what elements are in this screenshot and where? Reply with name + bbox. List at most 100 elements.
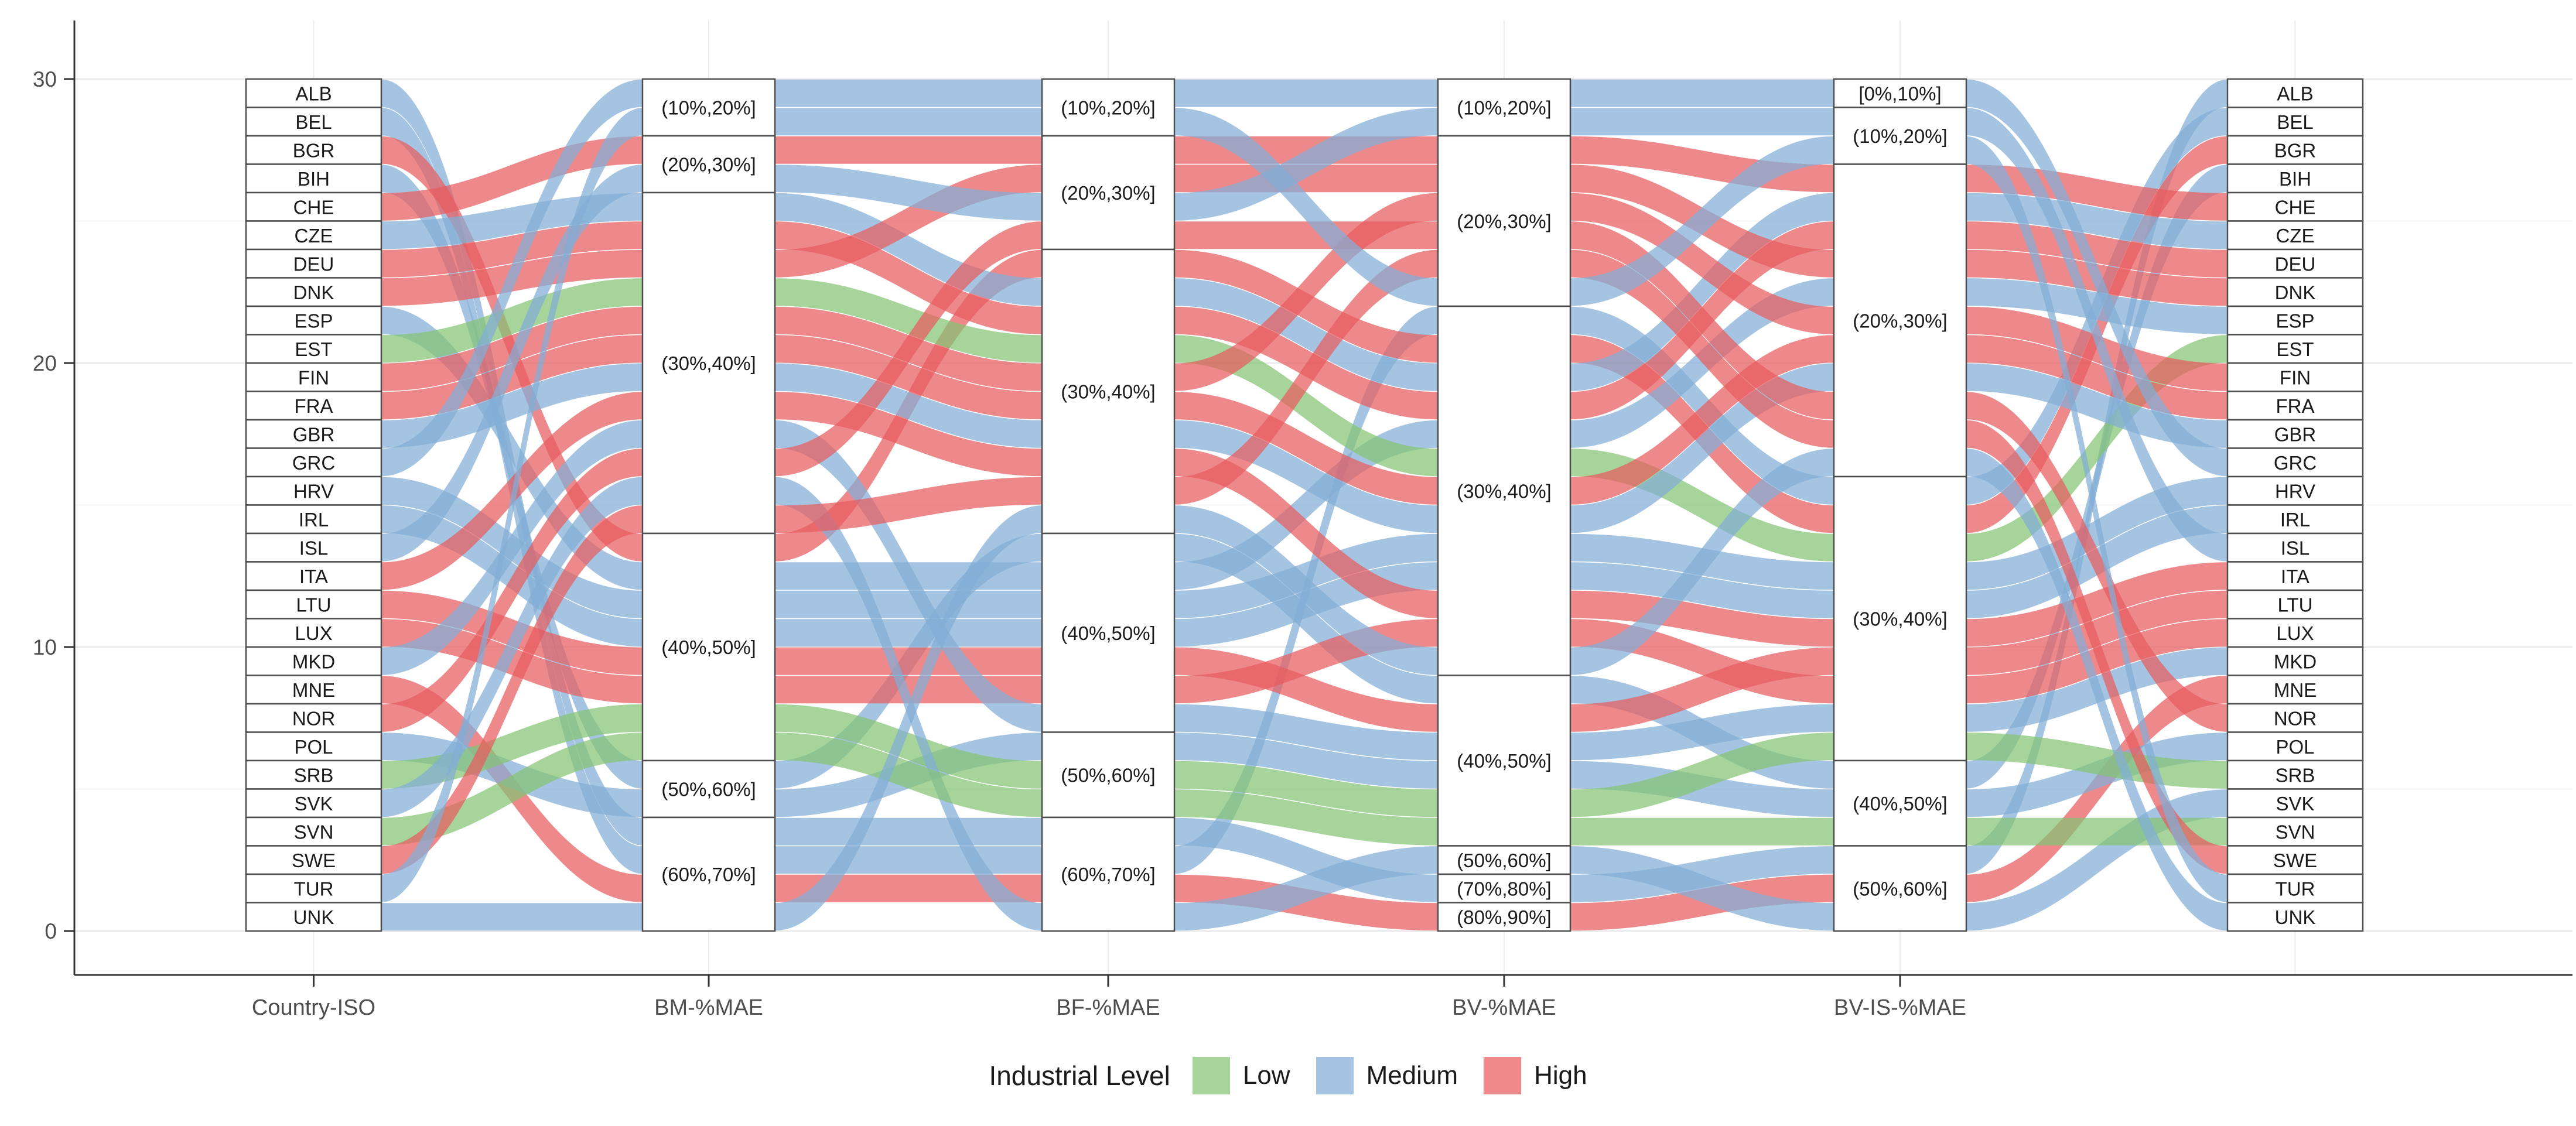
country-right-gbr-label: GBR bbox=[2274, 423, 2317, 445]
flow-grc-seg2 bbox=[1174, 79, 1438, 107]
y-tick-label-0: 0 bbox=[45, 919, 57, 943]
bf-bin-2-box bbox=[1041, 248, 1176, 535]
bvis-bin-0-label: [0%,10%] bbox=[1858, 83, 1941, 104]
strata: ALB ALB BEL BEL BGR BGR BIH BIH CHE CHE CZE CZE DEU D… bbox=[245, 78, 2364, 932]
legend-swatch-low bbox=[1192, 1057, 1230, 1094]
flow-bih-seg0 bbox=[381, 165, 643, 789]
country-right-grc-box bbox=[2226, 447, 2364, 478]
x-axis-label-2: BF-%MAE bbox=[1056, 995, 1160, 1020]
legend-label: Medium bbox=[1366, 1061, 1458, 1090]
country-left-che-box bbox=[245, 191, 382, 222]
country-right-ltu-label: LTU bbox=[2278, 594, 2313, 615]
country-right-irl-box bbox=[2226, 504, 2364, 535]
legend-swatch-medium bbox=[1316, 1057, 1354, 1094]
flow-isl-seg0 bbox=[381, 165, 643, 562]
country-right-esp-box bbox=[2226, 305, 2364, 336]
country-right-lux-box bbox=[2226, 618, 2364, 648]
bm-bin-2-label: (30%,40%] bbox=[661, 352, 756, 374]
country-right-esp-label: ESP bbox=[2276, 310, 2314, 331]
legend: Industrial Level Low Medium High bbox=[0, 1049, 2576, 1102]
country-left-bih-label: BIH bbox=[298, 168, 330, 190]
bv-bin-3-box bbox=[1437, 675, 1571, 847]
bm-bin-3-box bbox=[641, 532, 776, 762]
flow-che-seg0 bbox=[381, 136, 643, 221]
country-left-ltu-box bbox=[245, 589, 382, 620]
country-right-che-label: CHE bbox=[2275, 196, 2316, 218]
country-left-nor-label: NOR bbox=[292, 707, 335, 729]
country-left-lux-label: LUX bbox=[295, 622, 332, 644]
flow-isl-seg3 bbox=[1570, 108, 1834, 136]
bv-bin-4-box bbox=[1437, 845, 1571, 875]
bvis-bin-3-label: (30%,40%] bbox=[1853, 608, 1947, 630]
country-right-svn-box bbox=[2226, 816, 2364, 847]
country-left-pol-label: POL bbox=[294, 736, 333, 758]
legend-label: High bbox=[1534, 1061, 1587, 1090]
country-left-fin-label: FIN bbox=[298, 367, 329, 388]
bv-bin-3-label: (40%,50%] bbox=[1457, 750, 1551, 772]
flow-alb-seg0 bbox=[381, 79, 643, 846]
flow-est-seg1 bbox=[775, 278, 1042, 363]
flow-grc-seg1 bbox=[775, 79, 1042, 107]
country-left-gbr-label: GBR bbox=[293, 423, 335, 445]
country-left-srb-label: SRB bbox=[294, 764, 334, 786]
country-left-dnk-label: DNK bbox=[293, 282, 334, 303]
flow-isl-seg2 bbox=[1174, 108, 1438, 221]
country-left-est-box bbox=[245, 334, 382, 364]
bm-bin-2-box bbox=[641, 191, 776, 535]
country-left-gbr-box bbox=[245, 419, 382, 449]
flow-bih-seg4 bbox=[1966, 165, 2227, 789]
bvis-bin-2-box bbox=[1833, 163, 1967, 478]
flow-grc-seg0 bbox=[381, 79, 643, 477]
country-right-bel-label: BEL bbox=[2277, 111, 2313, 133]
country-right-bel-box bbox=[2226, 107, 2364, 137]
bm-bin-5-box bbox=[641, 816, 776, 932]
country-left-est-label: EST bbox=[295, 338, 332, 360]
flow-swe-seg1 bbox=[775, 477, 1042, 533]
bf-bin-5-label: (60%,70%] bbox=[1061, 864, 1155, 885]
flow-fra-seg2 bbox=[1174, 392, 1438, 505]
country-right-ita-label: ITA bbox=[2281, 566, 2309, 587]
country-right-cze-label: CZE bbox=[2276, 225, 2315, 247]
bm-bin-4-label: (50%,60%] bbox=[661, 779, 756, 800]
flow-bih-seg2 bbox=[1174, 533, 1438, 704]
country-right-bih-label: BIH bbox=[2279, 168, 2311, 190]
country-left-cze-label: CZE bbox=[295, 225, 333, 247]
flow-mne-seg2 bbox=[1174, 874, 1438, 931]
flow-cze-seg4 bbox=[1966, 193, 2227, 249]
bv-bin-5-label: (70%,80%] bbox=[1457, 878, 1551, 899]
flow-irl-seg3 bbox=[1570, 562, 1834, 618]
flow-mkd-seg1 bbox=[775, 420, 1042, 732]
country-right-swe-label: SWE bbox=[2273, 850, 2317, 871]
flow-est-seg2 bbox=[1174, 335, 1438, 477]
flow-unk-seg1 bbox=[775, 505, 1042, 931]
country-left-grc-label: GRC bbox=[292, 452, 335, 474]
flow-unk-seg0 bbox=[381, 903, 643, 931]
flow-fra-seg4 bbox=[1966, 335, 2227, 420]
flow-svn-seg1 bbox=[775, 733, 1042, 817]
flow-fin-seg3 bbox=[1570, 193, 1834, 334]
country-right-unk-box bbox=[2226, 902, 2364, 932]
bv-bin-2-label: (30%,40%] bbox=[1457, 480, 1551, 502]
bv-bin-0-box bbox=[1437, 78, 1571, 137]
country-right-mne-box bbox=[2226, 675, 2364, 705]
bvis-bin-1-label: (10%,20%] bbox=[1853, 125, 1947, 147]
flow-nor-seg1 bbox=[775, 221, 1042, 477]
legend-title: Industrial Level bbox=[989, 1060, 1170, 1091]
flow-ltu-seg0 bbox=[381, 590, 643, 675]
bv-bin-6-label: (80%,90%] bbox=[1457, 906, 1551, 928]
country-right-est-box bbox=[2226, 334, 2364, 364]
flow-alb-seg1 bbox=[775, 817, 1042, 846]
flow-svk-seg1 bbox=[775, 477, 1042, 931]
country-right-svn-label: SVN bbox=[2276, 821, 2315, 843]
flow-bel-seg1 bbox=[775, 846, 1042, 874]
bf-bin-0-box bbox=[1041, 78, 1176, 137]
country-right-pol-label: POL bbox=[2276, 736, 2314, 758]
country-right-swe-box bbox=[2226, 845, 2364, 875]
bvis-bin-5-box bbox=[1833, 845, 1967, 932]
bvis-bin-4-box bbox=[1833, 759, 1967, 847]
flow-ribbons bbox=[381, 79, 2227, 931]
country-left-unk-box bbox=[245, 902, 382, 932]
country-left-isl-label: ISL bbox=[299, 537, 329, 559]
country-left-nor-box bbox=[245, 703, 382, 733]
